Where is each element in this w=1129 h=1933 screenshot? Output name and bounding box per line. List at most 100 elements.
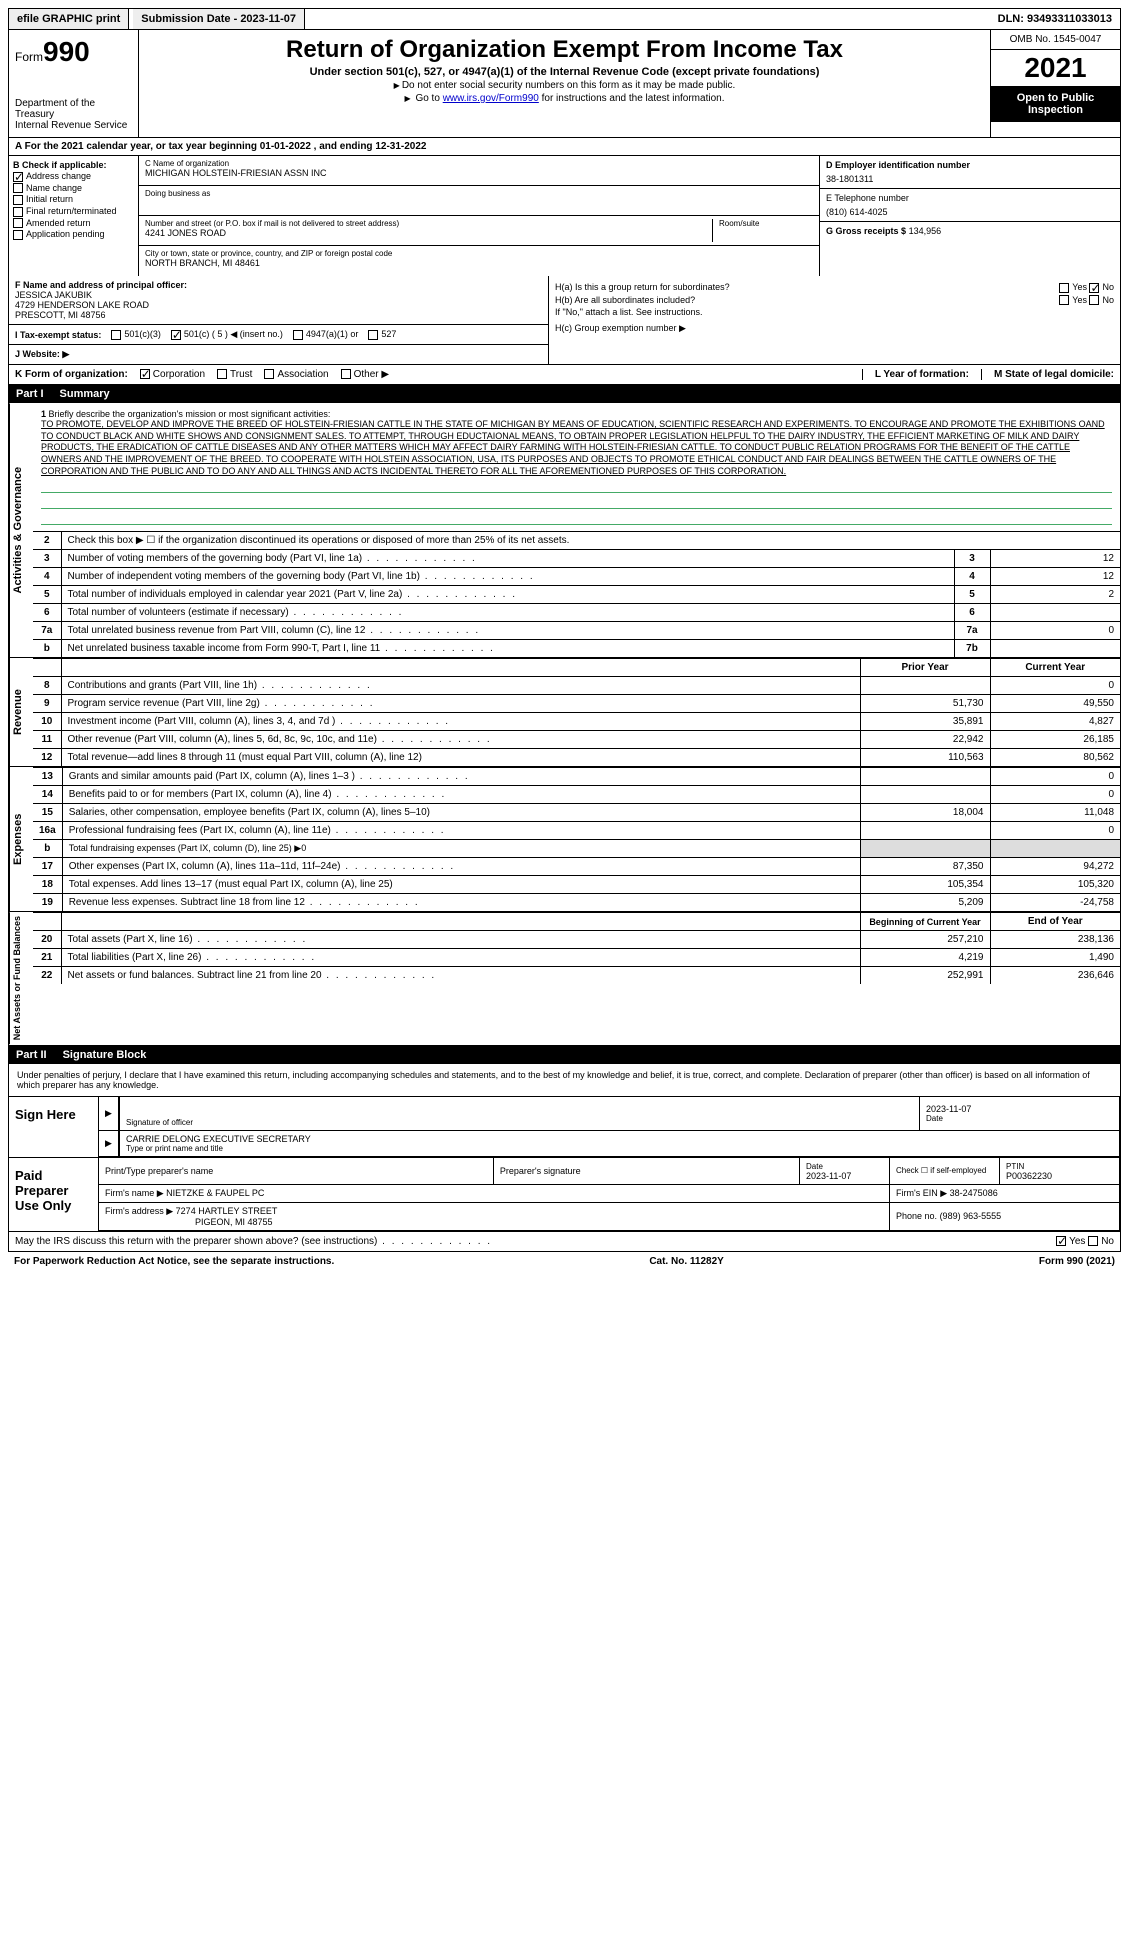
paid-preparer-label: Paid Preparer Use Only: [9, 1158, 99, 1231]
cb-final-return[interactable]: Final return/terminated: [13, 206, 134, 217]
cb-other[interactable]: Other ▶: [341, 369, 389, 380]
form-org-label: K Form of organization:: [15, 369, 128, 380]
line-15: 15Salaries, other compensation, employee…: [33, 804, 1120, 822]
mission-text: TO PROMOTE, DEVELOP AND IMPROVE THE BREE…: [41, 419, 1105, 476]
revenue-table: Prior YearCurrent Year 8Contributions an…: [33, 658, 1120, 766]
org-name: MICHIGAN HOLSTEIN-FRIESIAN ASSN INC: [145, 168, 813, 178]
vlabel-net-assets: Net Assets or Fund Balances: [9, 912, 33, 1044]
gross-receipts-value: 134,956: [909, 226, 942, 236]
cb-initial-return[interactable]: Initial return: [13, 194, 134, 205]
prep-ptin-label: PTIN: [1006, 1162, 1024, 1171]
firm-ein: 38-2475086: [950, 1188, 998, 1198]
efile-print-button[interactable]: efile GRAPHIC print: [9, 9, 129, 29]
cb-hb-no[interactable]: No: [1089, 295, 1114, 305]
form-subtitle: Under section 501(c), 527, or 4947(a)(1)…: [149, 66, 980, 78]
line-9: 9Program service revenue (Part VIII, lin…: [33, 695, 1120, 713]
sig-date-label: Date: [926, 1114, 1113, 1123]
blank-line-1: [41, 479, 1112, 493]
cb-501c[interactable]: 501(c) ( 5 ) ◀ (insert no.): [171, 329, 283, 340]
form-note-link: Go to www.irs.gov/Form990 for instructio…: [149, 93, 980, 104]
na-header: Beginning of Current YearEnd of Year: [33, 913, 1120, 931]
line-13: 13Grants and similar amounts paid (Part …: [33, 768, 1120, 786]
line-21: 21Total liabilities (Part X, line 26)4,2…: [33, 949, 1120, 967]
submission-date-button[interactable]: Submission Date - 2023-11-07: [133, 9, 305, 29]
firm-addr2: PIGEON, MI 48755: [195, 1217, 273, 1227]
part2-title: Signature Block: [63, 1049, 147, 1061]
perjury-statement: Under penalties of perjury, I declare th…: [8, 1064, 1121, 1097]
row-klm: K Form of organization: Corporation Trus…: [8, 365, 1121, 385]
dba-label: Doing business as: [145, 189, 813, 198]
cb-trust[interactable]: Trust: [217, 369, 252, 380]
dln-label: DLN: 93493311033013: [990, 9, 1120, 29]
prep-ptin: P00362230: [1006, 1171, 1052, 1181]
cb-address-change[interactable]: Address change: [13, 171, 134, 182]
ha-label: H(a) Is this a group return for subordin…: [555, 282, 730, 293]
form-word: Form: [15, 50, 43, 64]
line-7a: 7aTotal unrelated business revenue from …: [33, 622, 1120, 640]
footer-left: For Paperwork Reduction Act Notice, see …: [14, 1256, 334, 1267]
vlabel-activities: Activities & Governance: [9, 403, 33, 657]
cb-discuss-no[interactable]: No: [1088, 1236, 1114, 1247]
line-7b: bNet unrelated business taxable income f…: [33, 640, 1120, 658]
cb-4947[interactable]: 4947(a)(1) or: [293, 329, 359, 340]
section-activities-governance: Activities & Governance 1 Briefly descri…: [8, 403, 1121, 658]
sig-name: CARRIE DELONG EXECUTIVE SECRETARY: [126, 1134, 1113, 1144]
vlabel-revenue: Revenue: [9, 658, 33, 766]
mission-block: 1 Briefly describe the organization's mi…: [33, 403, 1120, 531]
vlabel-expenses: Expenses: [9, 767, 33, 911]
phone-value: (810) 614-4025: [826, 207, 1114, 217]
form-note-ssn: Do not enter social security numbers on …: [149, 80, 980, 91]
cb-527[interactable]: 527: [368, 329, 396, 340]
firm-name-label: Firm's name ▶: [105, 1188, 164, 1198]
firm-name: NIETZKE & FAUPEL PC: [166, 1188, 264, 1198]
section-revenue: Revenue Prior YearCurrent Year 8Contribu…: [8, 658, 1121, 767]
discuss-row: May the IRS discuss this return with the…: [8, 1232, 1121, 1252]
discuss-question: May the IRS discuss this return with the…: [15, 1236, 492, 1247]
part1-title: Summary: [60, 388, 110, 400]
part1-num: Part I: [16, 388, 44, 400]
line-16a: 16aProfessional fundraising fees (Part I…: [33, 822, 1120, 840]
row-a-tax-year: A For the 2021 calendar year, or tax yea…: [8, 138, 1121, 156]
box-b-label: B Check if applicable:: [13, 160, 134, 170]
cb-association[interactable]: Association: [264, 369, 328, 380]
open-inspection: Open to Public Inspection: [991, 86, 1120, 122]
box-c: C Name of organization MICHIGAN HOLSTEIN…: [139, 156, 820, 276]
city-value: NORTH BRANCH, MI 48461: [145, 258, 813, 268]
box-h: H(a) Is this a group return for subordin…: [549, 276, 1120, 364]
cb-amended-return[interactable]: Amended return: [13, 218, 134, 229]
line-19: 19Revenue less expenses. Subtract line 1…: [33, 894, 1120, 912]
box-f: F Name and address of principal officer:…: [9, 276, 549, 364]
cb-corporation[interactable]: Corporation: [140, 369, 205, 380]
officer-addr2: PRESCOTT, MI 48756: [15, 310, 542, 320]
blank-line-3: [41, 511, 1112, 525]
gov-table: 2Check this box ▶ ☐ if the organization …: [33, 531, 1120, 657]
prep-self-employed[interactable]: Check ☐ if self-employed: [890, 1158, 1000, 1185]
form-number: 990: [43, 36, 90, 67]
cb-hb-yes[interactable]: Yes: [1059, 295, 1087, 305]
line-3: 3Number of voting members of the governi…: [33, 550, 1120, 568]
cb-application-pending[interactable]: Application pending: [13, 229, 134, 240]
cb-ha-no[interactable]: No: [1089, 282, 1114, 292]
officer-label: F Name and address of principal officer:: [15, 280, 542, 290]
cb-ha-yes[interactable]: Yes: [1059, 282, 1087, 292]
cb-501c3[interactable]: 501(c)(3): [111, 329, 161, 340]
irs-link[interactable]: www.irs.gov/Form990: [443, 93, 539, 104]
cb-discuss-yes[interactable]: Yes: [1056, 1236, 1085, 1247]
form-id-block: Form990 Department of the Treasury Inter…: [9, 30, 139, 137]
line-10: 10Investment income (Part VIII, column (…: [33, 713, 1120, 731]
state-domicile-label: M State of legal domicile:: [981, 369, 1114, 380]
ein-label: D Employer identification number: [826, 160, 1114, 170]
mission-label: Briefly describe the organization's miss…: [49, 409, 331, 419]
block-fh: F Name and address of principal officer:…: [8, 276, 1121, 365]
sign-here-block: Sign Here ▶ Signature of officer 2023-11…: [8, 1097, 1121, 1158]
prep-h1: Print/Type preparer's name: [99, 1158, 493, 1185]
website-label: J Website: ▶: [15, 349, 69, 359]
sig-officer-label: Signature of officer: [126, 1118, 913, 1127]
sign-here-label: Sign Here: [9, 1097, 99, 1157]
cb-name-change[interactable]: Name change: [13, 183, 134, 194]
firm-addr1: 7274 HARTLEY STREET: [176, 1206, 278, 1216]
dept-label: Department of the Treasury: [15, 98, 132, 120]
rev-header: Prior YearCurrent Year: [33, 659, 1120, 677]
hc-label: H(c) Group exemption number ▶: [555, 323, 1114, 334]
line-16b: bTotal fundraising expenses (Part IX, co…: [33, 840, 1120, 858]
